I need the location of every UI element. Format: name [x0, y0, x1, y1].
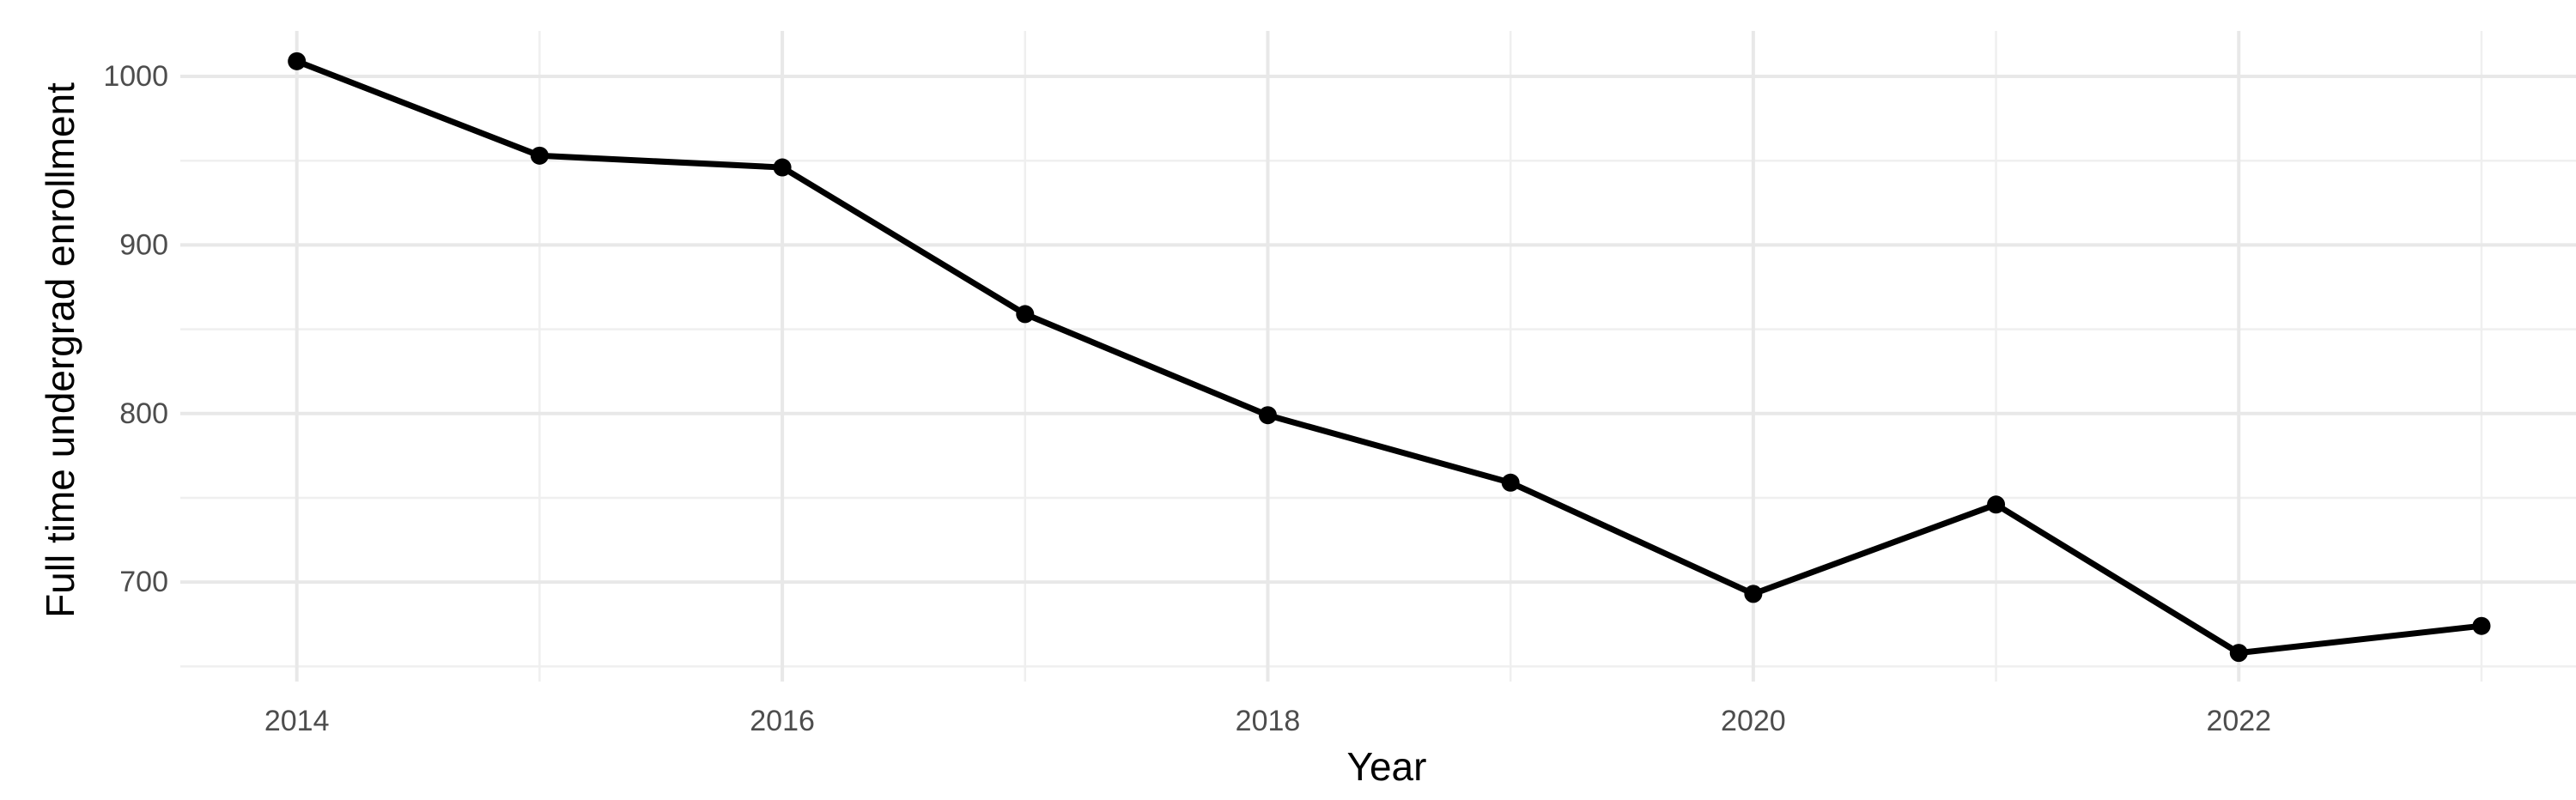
data-point: [2472, 616, 2491, 635]
y-tick-label: 700: [119, 566, 168, 598]
chart-canvas: 700 800 900 1000 2014 2016 2018 2020 2022: [103, 31, 2576, 737]
x-tick-label: 2018: [1236, 705, 1301, 737]
gridlines-minor: [180, 31, 2576, 682]
y-tick-label: 1000: [103, 60, 168, 93]
y-tick-labels: 700 800 900 1000: [103, 60, 168, 598]
x-tick-labels: 2014 2016 2018 2020 2022: [264, 705, 2271, 737]
y-tick-label: 900: [119, 228, 168, 261]
y-tick-label: 800: [119, 397, 168, 430]
data-point: [1016, 305, 1035, 324]
data-point: [773, 158, 792, 177]
data-point: [288, 52, 307, 70]
data-point: [1501, 473, 1520, 492]
data-point: [1987, 495, 2006, 514]
x-tick-label: 2016: [750, 705, 815, 737]
data-point: [1258, 406, 1277, 425]
x-tick-label: 2020: [1721, 705, 1786, 737]
data-point: [1744, 585, 1763, 603]
x-tick-label: 2022: [2206, 705, 2271, 737]
data-point: [2229, 644, 2248, 663]
x-axis-title: Year: [1346, 744, 1427, 786]
enrollment-line-chart: 700 800 900 1000 2014 2016 2018 2020 2022 Full t…: [34, 14, 2576, 786]
y-axis-title: Full time undergrad enrollment: [38, 82, 82, 618]
gridlines-major: [180, 31, 2576, 682]
data-point: [530, 146, 549, 165]
x-tick-label: 2014: [264, 705, 330, 737]
data-line: [295, 58, 2482, 657]
data-series: [295, 58, 2482, 657]
data-points: [288, 52, 2491, 663]
